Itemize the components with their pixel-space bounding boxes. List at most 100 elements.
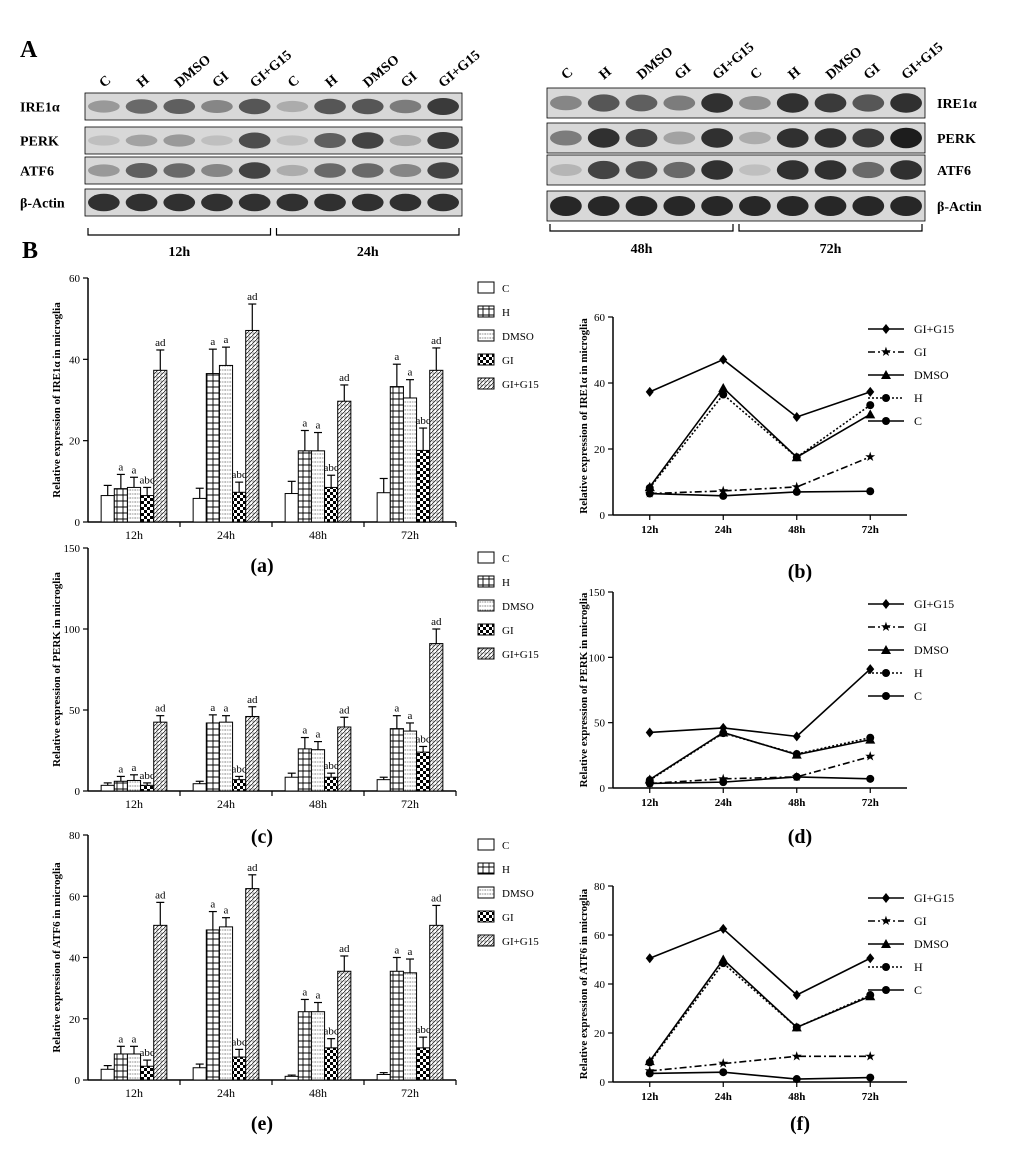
x-tick-label: 72h <box>862 524 879 536</box>
marker-star: ★ <box>880 619 892 634</box>
bar-gi <box>324 776 339 792</box>
legend-label: H <box>502 577 510 589</box>
bar-h <box>297 748 312 792</box>
group-label: 24h <box>357 245 379 260</box>
bar-h <box>113 780 128 792</box>
blot-band <box>701 196 733 216</box>
significance-label: a <box>224 905 229 917</box>
significance-label: abc <box>232 469 247 481</box>
panel-caption: (d) <box>788 826 812 848</box>
y-tick-label: 50 <box>594 718 606 730</box>
bar-dmso <box>126 486 142 523</box>
legend-swatch <box>477 934 495 947</box>
significance-label: abc <box>140 770 155 782</box>
legend-swatch <box>477 305 495 318</box>
significance-label: a <box>408 367 413 379</box>
panel-caption: (e) <box>251 1113 273 1135</box>
blot-band <box>852 94 885 112</box>
blot-band <box>663 161 696 179</box>
legend-label: H <box>914 391 923 405</box>
chart-atf6-line: 0 20 40 60 80 Relative expression of ATF6 in … <box>578 881 954 1135</box>
marker-circle <box>866 991 875 1000</box>
significance-label: ad <box>431 335 442 347</box>
significance-label: a <box>316 420 321 432</box>
blot-band <box>238 98 271 115</box>
blot-band <box>125 193 158 212</box>
x-tick-label: 24h <box>217 1086 235 1100</box>
blot-band <box>701 93 733 113</box>
bar-gi <box>140 1065 155 1081</box>
series-line-h <box>649 962 871 1063</box>
bar-h <box>205 722 220 792</box>
legend-label: GI <box>914 620 927 634</box>
bar-c <box>284 776 299 792</box>
panel-caption: (c) <box>251 826 273 848</box>
blot-band <box>890 93 922 113</box>
bar-c <box>192 783 207 792</box>
marker-circle <box>719 959 728 968</box>
bar-gi-g15 <box>153 721 168 792</box>
marker-circle <box>719 390 728 399</box>
significance-label: a <box>224 703 229 715</box>
blot-band <box>88 193 120 212</box>
y-tick-label: 40 <box>69 354 81 366</box>
legend-label: DMSO <box>502 888 534 900</box>
blot-band <box>663 95 696 111</box>
significance-label: ad <box>155 337 166 349</box>
significance-label: a <box>132 762 137 774</box>
significance-label: a <box>118 461 123 473</box>
lane-label: C <box>285 73 302 91</box>
blot-band <box>389 163 422 178</box>
legend-label: C <box>914 983 922 997</box>
significance-label: abc <box>324 1026 339 1038</box>
marker-triangle <box>865 409 876 419</box>
x-tick-label: 12h <box>641 797 658 809</box>
marker-circle <box>645 779 654 788</box>
lane-label: DMSO <box>172 53 214 92</box>
blot-band <box>625 128 658 148</box>
legend-label: DMSO <box>914 937 949 951</box>
blot-band <box>814 160 847 180</box>
blot-band <box>276 164 309 177</box>
blot-band <box>201 135 233 146</box>
blot-band <box>625 161 658 179</box>
significance-label: abc <box>140 474 155 486</box>
legend-label: DMSO <box>914 643 949 657</box>
blot-band <box>238 162 271 179</box>
bar-h <box>389 728 404 792</box>
marker-triangle <box>881 939 891 948</box>
bar-gi-g15 <box>337 400 352 523</box>
significance-label: abc <box>324 462 339 474</box>
legend-label: GI+G15 <box>502 649 539 661</box>
bar-h <box>389 386 404 523</box>
group-label: 12h <box>168 245 190 260</box>
legend-label: GI <box>914 345 927 359</box>
y-tick-label: 40 <box>69 953 81 965</box>
significance-label: ad <box>155 889 166 901</box>
blot-row-label: PERK <box>20 135 59 150</box>
bar-c <box>100 784 115 792</box>
y-tick-label: 150 <box>64 543 81 555</box>
marker-diamond <box>645 727 654 738</box>
blot-band <box>125 99 158 114</box>
x-tick-label: 72h <box>401 528 419 542</box>
blot-band <box>276 100 309 113</box>
series-line-gi-g15 <box>649 358 871 418</box>
blot-row-label: β-Actin <box>937 200 982 215</box>
lane-label: GI+G15 <box>899 40 946 83</box>
blot-band <box>201 193 233 212</box>
legend-label: GI <box>914 914 927 928</box>
blot-row-label: ATF6 <box>937 164 971 179</box>
bar-gi-g15 <box>429 369 444 523</box>
blot-band <box>814 93 847 113</box>
bar-h <box>205 929 220 1081</box>
blot-band <box>625 196 658 216</box>
marker-diamond <box>882 893 890 903</box>
x-tick-label: 24h <box>715 524 732 536</box>
legend-swatch <box>477 551 495 564</box>
lane-label: H <box>597 65 615 84</box>
legend-swatch <box>477 281 495 294</box>
marker-circle <box>645 1058 654 1067</box>
y-tick-label: 0 <box>75 786 81 798</box>
blot-band <box>701 128 733 148</box>
